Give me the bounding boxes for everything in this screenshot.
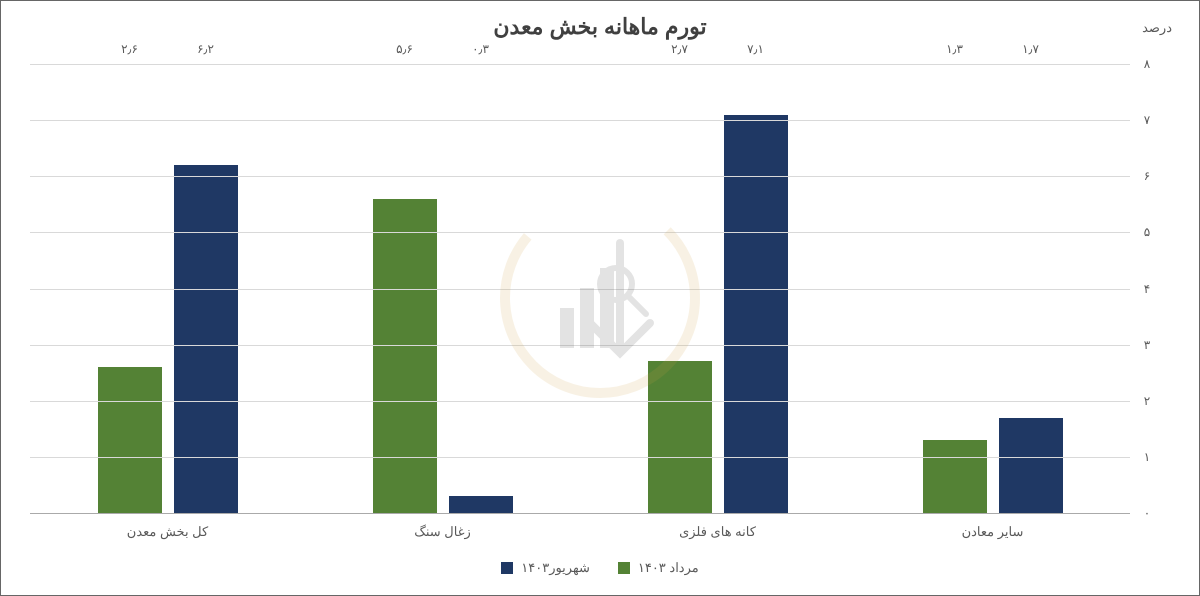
gridline xyxy=(30,401,1130,402)
bar-value-label: ۲٫۷ xyxy=(671,42,688,56)
x-axis: کل بخش معدنزغال سنگکانه های فلزیسایر معا… xyxy=(30,524,1130,540)
plot-area: ۶٫۲۲٫۶۰٫۳۵٫۶۷٫۱۲٫۷۱٫۷۱٫۳ ۰۱۲۳۴۵۶۷۸ xyxy=(30,64,1130,514)
y-tick-label: ۷ xyxy=(1136,113,1158,127)
legend: شهریور۱۴۰۳ مرداد ۱۴۰۳ xyxy=(0,560,1200,576)
y-tick-label: ۱ xyxy=(1136,450,1158,464)
x-tick-label-coal: زغال سنگ xyxy=(305,524,580,540)
bar-rect xyxy=(923,440,987,513)
bar-value-label: ۲٫۶ xyxy=(121,42,138,56)
bar-value-label: ۷٫۱ xyxy=(747,42,764,56)
bar-rect xyxy=(373,199,437,513)
legend-label: شهریور۱۴۰۳ xyxy=(521,560,590,576)
bar-rect xyxy=(449,496,513,513)
legend-item-1: مرداد ۱۴۰۳ xyxy=(618,560,699,576)
bar-value-label: ۵٫۶ xyxy=(396,42,413,56)
y-tick-label: ۶ xyxy=(1136,169,1158,183)
x-tick-label-metal: کانه های فلزی xyxy=(580,524,855,540)
bar-rect xyxy=(724,115,788,513)
legend-swatch xyxy=(501,562,513,574)
y-tick-label: ۰ xyxy=(1136,506,1158,520)
bar-value-label: ۶٫۲ xyxy=(197,42,214,56)
gridline xyxy=(30,232,1130,233)
bar-value-label: ۰٫۳ xyxy=(472,42,489,56)
legend-item-0: شهریور۱۴۰۳ xyxy=(501,560,590,576)
y-tick-label: ۴ xyxy=(1136,282,1158,296)
x-tick-label-other: سایر معادن xyxy=(855,524,1130,540)
x-tick-label-total: کل بخش معدن xyxy=(30,524,305,540)
y-tick-label: ۲ xyxy=(1136,394,1158,408)
bar-rect xyxy=(174,165,238,513)
y-tick-label: ۸ xyxy=(1136,57,1158,71)
chart-container: تورم ماهانه بخش معدن درصد ۶٫۲۲٫۶۰٫۳۵٫۶۷٫… xyxy=(0,0,1200,596)
gridline xyxy=(30,289,1130,290)
bar-rect xyxy=(648,361,712,513)
bar-rect xyxy=(999,418,1063,513)
legend-label: مرداد ۱۴۰۳ xyxy=(638,560,699,576)
gridline xyxy=(30,457,1130,458)
gridline xyxy=(30,64,1130,65)
chart-title: تورم ماهانه بخش معدن xyxy=(20,14,1180,40)
y-tick-label: ۵ xyxy=(1136,225,1158,239)
gridline xyxy=(30,120,1130,121)
bar-value-label: ۱٫۳ xyxy=(946,42,963,56)
bar-rect xyxy=(98,367,162,513)
y-axis-label: درصد xyxy=(1142,20,1172,36)
gridline xyxy=(30,345,1130,346)
y-tick-label: ۳ xyxy=(1136,338,1158,352)
bar-value-label: ۱٫۷ xyxy=(1022,42,1039,56)
gridline xyxy=(30,176,1130,177)
legend-swatch xyxy=(618,562,630,574)
